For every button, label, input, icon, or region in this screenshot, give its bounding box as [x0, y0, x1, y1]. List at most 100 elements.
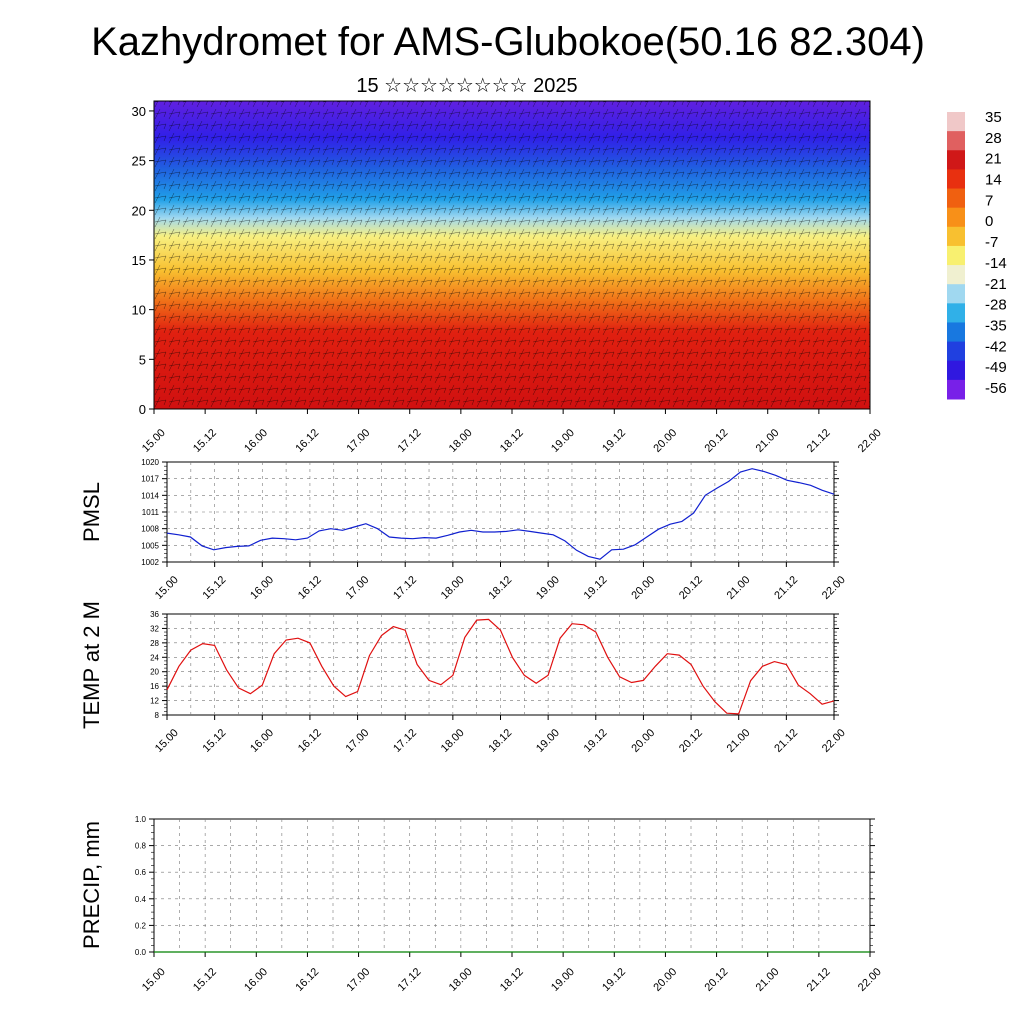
heatmap-x-tick-label: 15.12: [191, 427, 219, 455]
heatmap-x-tick-label: 21.00: [754, 427, 782, 455]
heatmap-y-tick-label: 20: [132, 203, 146, 218]
x-tick-label: 22.00: [856, 966, 884, 994]
colorbar-label: 21: [985, 151, 1002, 168]
colorbar-swatch: [947, 169, 965, 190]
x-tick-label: 19.12: [600, 966, 628, 994]
colorbar-label: 0: [985, 213, 993, 230]
colorbar-label: 14: [985, 172, 1002, 189]
colorbar-swatch: [947, 379, 965, 400]
colorbar-swatch: [947, 207, 965, 228]
precip-ylabel: PRECIP, mm: [79, 821, 104, 949]
x-tick-label: 16.00: [242, 966, 270, 994]
colorbar-swatch: [947, 188, 965, 209]
colorbar-swatch: [947, 303, 965, 323]
temp-panel: TEMP at 2 M 8 12 16 20 24 28 32 36 15.00 15.12 16.…: [79, 601, 848, 755]
x-tick-label: 15.12: [201, 574, 229, 602]
y-tick-label: 0.2: [135, 921, 147, 930]
colorbar-label: -21: [985, 276, 1007, 293]
pmsl-ylabel: PMSL: [79, 482, 104, 542]
colorbar-label: -49: [985, 359, 1007, 376]
series-line: [166, 618, 835, 715]
x-tick-label: 15.00: [140, 966, 168, 994]
x-tick-label: 15.00: [153, 574, 181, 602]
colorbar-swatch: [947, 245, 965, 266]
y-tick-label: 1008: [141, 525, 159, 534]
x-tick-label: 18.12: [486, 727, 514, 755]
x-tick-label: 20.12: [677, 727, 705, 755]
x-tick-label: 18.00: [439, 727, 467, 755]
x-tick-label: 21.00: [725, 574, 753, 602]
x-tick-label: 17.00: [343, 574, 371, 602]
y-tick-label: 0.8: [135, 842, 147, 851]
x-tick-label: 15.00: [153, 727, 181, 755]
x-tick-label: 15.12: [191, 966, 219, 994]
y-tick-label: 0.0: [135, 948, 147, 957]
y-tick-label: 1017: [141, 475, 159, 484]
x-tick-label: 17.00: [344, 966, 372, 994]
x-tick-label: 19.00: [549, 966, 577, 994]
x-tick-label: 20.00: [629, 574, 657, 602]
colorbar-swatch: [947, 265, 965, 285]
x-tick-label: 16.12: [296, 727, 324, 755]
y-tick-label: 12: [150, 697, 159, 706]
colorbar-swatch: [947, 284, 965, 304]
colorbar-swatch: [947, 131, 965, 151]
pmsl-panel: PMSL 1002 1005 1008 1011 1014 1017 1020 15.00 15…: [79, 458, 848, 602]
y-tick-label: 1005: [141, 541, 159, 550]
heatmap-x-tick-label: 21.12: [805, 427, 833, 455]
heatmap-x-tick-label: 16.12: [293, 427, 321, 455]
y-tick-label: 1014: [141, 491, 159, 500]
x-tick-label: 20.00: [651, 966, 679, 994]
x-tick-label: 17.00: [343, 727, 371, 755]
x-tick-label: 16.12: [293, 966, 321, 994]
y-tick-label: 1002: [141, 558, 159, 567]
colorbar-swatch: [947, 226, 965, 247]
colorbar-swatch: [947, 112, 965, 132]
y-tick-label: 0.4: [135, 895, 147, 904]
colorbar-label: 7: [985, 192, 993, 209]
colorbar: 35 28 21 14 7 0 -7 -14 -21 -28 -35 -42 -49 -56: [947, 109, 1007, 400]
x-tick-label: 18.00: [447, 966, 475, 994]
heatmap-y-tick-label: 0: [139, 402, 146, 417]
heatmap-x-tick-label: 16.00: [242, 427, 270, 455]
x-tick-label: 19.12: [582, 574, 610, 602]
colorbar-label: -42: [985, 338, 1007, 355]
y-tick-label: 1011: [142, 508, 160, 517]
x-tick-label: 16.12: [296, 574, 324, 602]
heatmap-x-tick-label: 19.00: [549, 427, 577, 455]
x-tick-label: 19.12: [582, 727, 610, 755]
y-tick-label: 8: [155, 711, 160, 720]
x-tick-label: 16.00: [248, 727, 276, 755]
y-tick-label: 36: [150, 610, 159, 619]
x-tick-label: 17.12: [396, 966, 424, 994]
precip-panel: PRECIP, mm 0.0 0.2 0.4 0.6 0.8 1.0 15.00 15.12 1…: [79, 815, 884, 994]
colorbar-label: -7: [985, 234, 998, 251]
heatmap-x-tick-label: 17.00: [344, 427, 372, 455]
y-tick-label: 32: [150, 624, 159, 633]
x-tick-label: 22.00: [820, 574, 848, 602]
x-tick-label: 20.12: [677, 574, 705, 602]
x-tick-label: 18.12: [486, 574, 514, 602]
heatmap-x-tick-label: 19.12: [600, 427, 628, 455]
heatmap-y-tick-label: 30: [132, 104, 146, 119]
y-tick-label: 0.6: [135, 868, 147, 877]
heatmap-y-tick-label: 15: [132, 253, 146, 268]
colorbar-label: -14: [985, 255, 1007, 272]
x-tick-label: 21.12: [772, 727, 800, 755]
heatmap-y-tick-label: 5: [139, 352, 146, 367]
series-line: [166, 468, 835, 560]
x-tick-label: 19.00: [534, 574, 562, 602]
heatmap-x-tick-label: 17.12: [396, 427, 424, 455]
figure-title: Kazhydromet for AMS-Glubokoe(50.16 82.30…: [91, 20, 925, 64]
heatmap-x-tick-label: 18.00: [447, 427, 475, 455]
heatmap-x-tick-label: 18.12: [498, 427, 526, 455]
temp-ylabel: TEMP at 2 M: [79, 601, 104, 729]
x-tick-label: 16.00: [248, 574, 276, 602]
y-tick-label: 20: [150, 668, 159, 677]
x-tick-label: 21.12: [805, 966, 833, 994]
heatmap-y-tick-label: 10: [132, 303, 146, 318]
colorbar-label: -56: [985, 380, 1007, 397]
heatmap-y-axis: 0 5 10 15 20 25 30: [132, 104, 154, 417]
colorbar-swatch: [947, 360, 965, 381]
